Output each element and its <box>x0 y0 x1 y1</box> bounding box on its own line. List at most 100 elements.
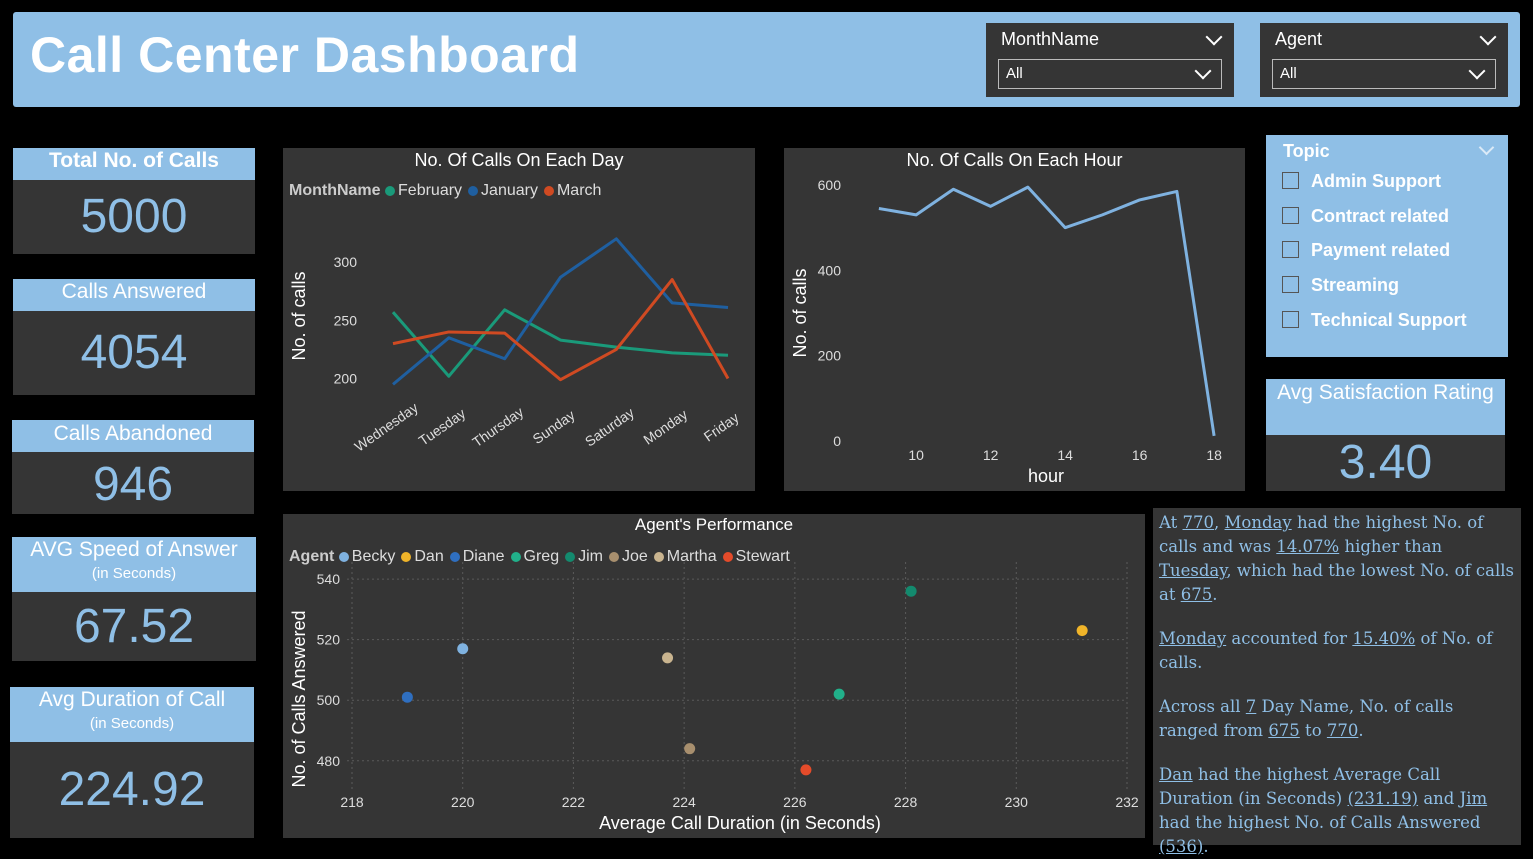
legend-item-martha[interactable]: Martha <box>653 548 717 566</box>
legend-item-joe[interactable]: Joe <box>609 548 648 566</box>
x-tick-label: 14 <box>1057 447 1073 463</box>
slicer-monthname-label: MonthName <box>1001 29 1100 49</box>
chart-day-legend: MonthName February January March <box>289 182 607 200</box>
chart-day-ylabel: No. of calls <box>289 271 309 360</box>
legend-item-stewart[interactable]: Stewart <box>722 548 790 566</box>
narrative-paragraph: Dan had the highest Average Call Duratio… <box>1159 765 1488 856</box>
chart-agent-legend: Agent Becky Dan Diane Greg Jim Joe Martha Stewa… <box>289 548 796 566</box>
smart-narrative: At 770, Monday had the highest No. of ca… <box>1153 508 1521 856</box>
x-tick-label: 228 <box>894 794 918 810</box>
narrative-paragraph: Across all 7 Day Name, No. of calls rang… <box>1159 697 1454 740</box>
x-tick-label: Tuesday <box>416 405 469 449</box>
chart-hour-ylabel: No. of calls <box>790 268 810 357</box>
kpi-avg-duration-value: 224.92 <box>10 742 254 838</box>
legend-item-greg[interactable]: Greg <box>510 548 559 566</box>
series-line-january <box>392 237 729 386</box>
topic-option[interactable]: Payment related <box>1282 240 1450 261</box>
slicer-agent[interactable]: Agent All <box>1260 23 1508 97</box>
topic-title: Topic <box>1283 141 1330 161</box>
topic-option[interactable]: Streaming <box>1282 275 1399 296</box>
legend-item-dan[interactable]: Dan <box>401 548 444 566</box>
slicer-topic[interactable]: Topic Admin Support Contract related Pay… <box>1266 135 1508 357</box>
series-line-february <box>391 308 729 378</box>
chart-calls-each-day[interactable]: No. Of Calls On Each Day MonthName Febru… <box>283 148 755 491</box>
kpi-avg-duration-sub: (in Seconds) <box>89 715 175 732</box>
narrative-paragraph: Monday accounted for 15.40% of No. of ca… <box>1159 629 1493 672</box>
series-line-march <box>392 278 730 382</box>
series-line-calls <box>878 185 1216 437</box>
x-tick-label: Thursday <box>469 404 526 451</box>
topic-option[interactable]: Admin Support <box>1282 171 1441 192</box>
agent-value: All <box>1280 65 1297 82</box>
kpi-avg-satisfaction-label: Avg Satisfaction Rating <box>1266 379 1505 435</box>
point-diane <box>401 691 413 703</box>
narrative-paragraph: At 770, Monday had the highest No. of ca… <box>1159 513 1514 604</box>
y-tick-label: 540 <box>317 571 341 587</box>
kpi-avg-satisfaction-value: 3.40 <box>1266 435 1505 491</box>
y-tick-label: 400 <box>818 262 842 278</box>
point-greg <box>833 688 845 700</box>
legend-item-march[interactable]: March <box>543 182 601 200</box>
legend-item-february[interactable]: February <box>385 182 462 200</box>
chevron-down-icon[interactable] <box>1468 62 1486 80</box>
checkbox[interactable] <box>1282 276 1299 293</box>
x-tick-label: 218 <box>340 794 364 810</box>
legend-item-jim[interactable]: Jim <box>565 548 603 566</box>
chart-agent-performance[interactable]: Agent's Performance Agent Becky Dan Diane G… <box>283 514 1145 838</box>
kpi-avg-speed-value: 67.52 <box>12 592 256 661</box>
legend-title: MonthName <box>289 182 381 199</box>
chart-hour-title: No. Of Calls On Each Hour <box>906 150 1123 170</box>
chevron-down-icon[interactable] <box>1479 28 1497 46</box>
y-tick-label: 300 <box>334 254 358 270</box>
checkbox[interactable] <box>1282 172 1299 189</box>
chart-hour-plot: No. of calls hour 0 200 400 600 10 12 14 16 18 <box>790 177 1222 486</box>
y-tick-label: 250 <box>334 312 358 328</box>
legend-item-january[interactable]: January <box>468 182 538 200</box>
kpi-avg-speed-header: AVG Speed of Answer (in Seconds) <box>12 537 256 592</box>
y-tick-label: 480 <box>317 753 341 769</box>
x-tick-label: 232 <box>1115 794 1139 810</box>
x-tick-label: Saturday <box>582 404 637 449</box>
point-dan <box>1076 625 1088 637</box>
x-tick-label: 10 <box>908 447 924 463</box>
point-joe <box>684 743 696 755</box>
agent-dropdown[interactable]: All <box>1272 59 1496 89</box>
x-tick-label: Wednesday <box>351 399 421 454</box>
y-tick-label: 0 <box>833 433 841 449</box>
legend-dot <box>385 185 396 196</box>
chart-calls-each-hour[interactable]: No. Of Calls On Each Hour No. of calls h… <box>784 148 1245 491</box>
chart-agent-ylabel: No. of Calls Answered <box>289 610 309 787</box>
slicer-agent-label: Agent <box>1275 29 1323 49</box>
chevron-down-icon[interactable] <box>1205 28 1223 46</box>
x-tick-label: Sunday <box>530 407 578 447</box>
kpi-avg-duration-label: Avg Duration of Call <box>38 688 226 711</box>
y-tick-label: 600 <box>818 177 842 193</box>
y-tick-label: 200 <box>334 371 358 387</box>
kpi-avg-speed-sub: (in Seconds) <box>91 565 177 582</box>
x-tick-label: Monday <box>640 406 690 448</box>
topic-option[interactable]: Technical Support <box>1282 310 1467 331</box>
chart-hour-xlabel: hour <box>1028 466 1064 486</box>
page-title: Call Center Dashboard <box>30 27 580 83</box>
chart-day-title: No. Of Calls On Each Day <box>414 150 624 170</box>
chevron-down-icon[interactable] <box>1194 62 1212 80</box>
legend-item-becky[interactable]: Becky <box>338 548 395 566</box>
topic-option[interactable]: Contract related <box>1282 206 1449 227</box>
chart-agent-plot: No. of Calls Answered Average Call Durat… <box>289 562 1139 833</box>
checkbox[interactable] <box>1282 207 1299 224</box>
chart-agent-xlabel: Average Call Duration (in Seconds) <box>599 813 881 833</box>
kpi-avg-speed-label: AVG Speed of Answer <box>30 538 238 561</box>
legend-item-diane[interactable]: Diane <box>449 548 505 566</box>
kpi-calls-answered-value: 4054 <box>13 311 255 395</box>
checkbox[interactable] <box>1282 241 1299 258</box>
y-tick-label: 520 <box>317 632 341 648</box>
chevron-down-icon[interactable] <box>1478 139 1495 156</box>
slicer-monthname[interactable]: MonthName All <box>986 23 1234 97</box>
monthname-dropdown[interactable]: All <box>998 59 1222 89</box>
checkbox[interactable] <box>1282 311 1299 328</box>
kpi-avg-duration-header: Avg Duration of Call (in Seconds) <box>10 687 254 742</box>
point-stewart <box>800 764 812 776</box>
x-tick-label: 224 <box>672 794 696 810</box>
legend-dot <box>468 185 479 196</box>
